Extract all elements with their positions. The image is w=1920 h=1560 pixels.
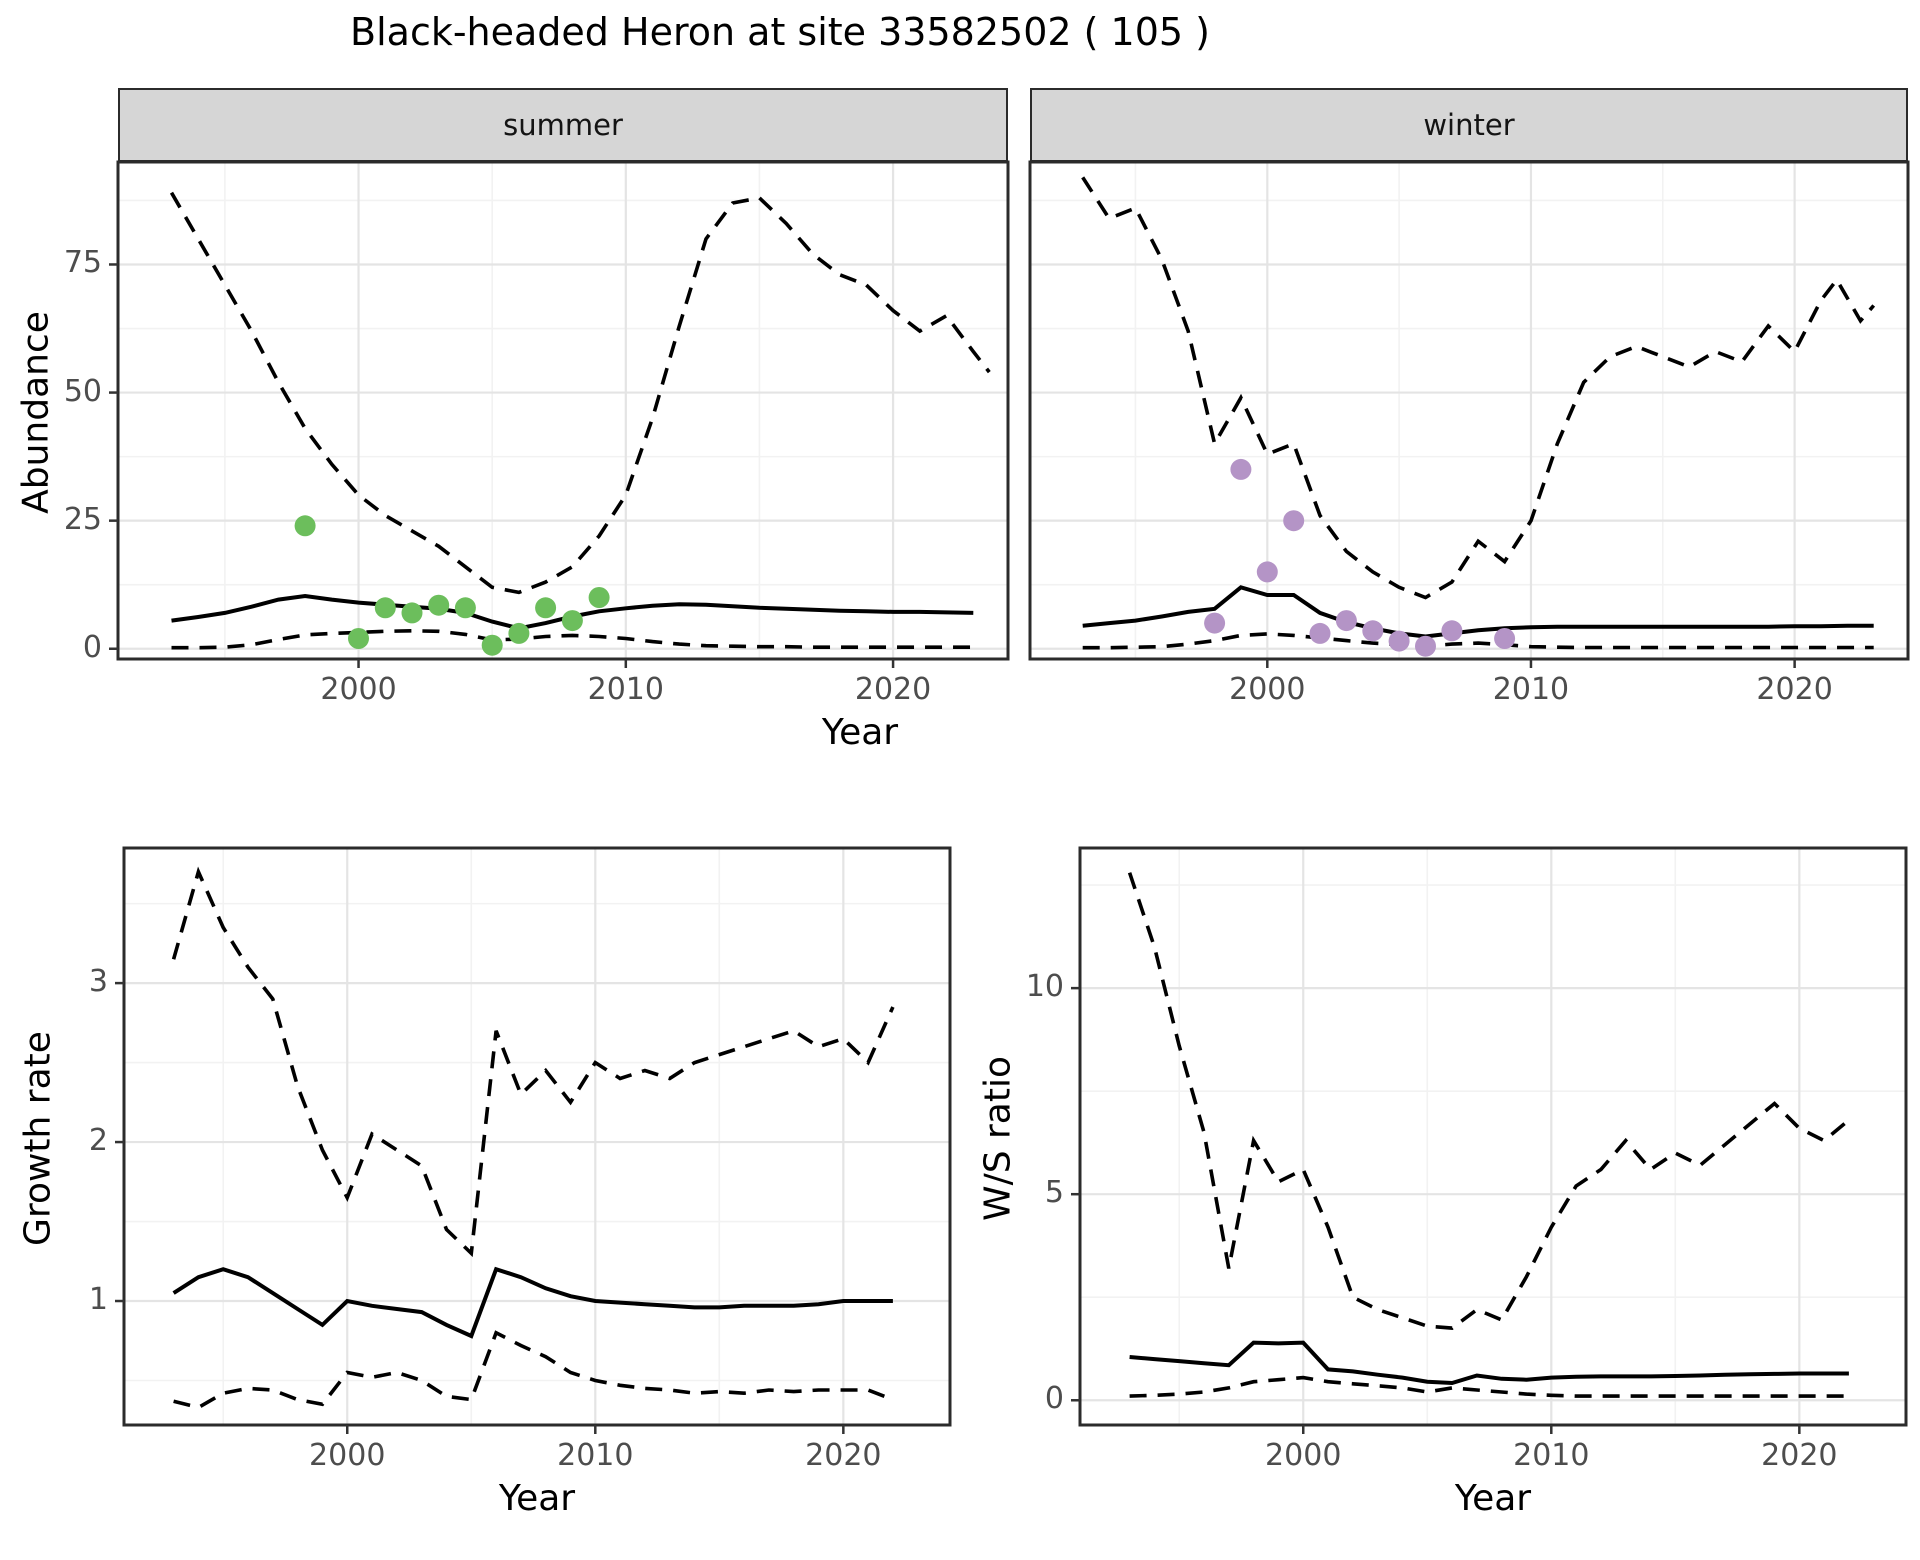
facet-strip-winter: winter (1030, 88, 1908, 162)
x-tick-label: 2000 (309, 1438, 386, 1473)
series-median (172, 1266, 893, 1339)
panel-abundance-winter (1028, 160, 1910, 668)
observation-point (588, 587, 610, 608)
observation-point (1494, 628, 1516, 649)
observation-point (481, 634, 503, 656)
y-tick-label: 50 (63, 373, 102, 409)
x-tick-label: 2020 (854, 672, 932, 707)
x-tick-label: 2010 (1513, 1438, 1590, 1473)
series-median (1129, 1340, 1849, 1386)
observation-point (348, 628, 369, 649)
series-upper_95ci (169, 191, 991, 595)
observation-point (1230, 458, 1252, 480)
panel-border (116, 160, 1010, 661)
series-lower_95ci (171, 628, 974, 650)
x-axis-title-top: Year (821, 712, 899, 753)
page-title: Black-headed Heron at site 33582502 ( 10… (350, 10, 1210, 54)
x-tick-label: 2010 (587, 672, 664, 707)
x-tick-label: 2000 (320, 672, 397, 707)
x-tick-label: 2000 (1229, 672, 1306, 707)
observation-point (428, 594, 450, 616)
facet-strip-summer: summer (118, 88, 1008, 162)
observation-point (1256, 561, 1278, 583)
panel-border (1078, 846, 1908, 1427)
panel-ws-ratio (1071, 846, 1908, 1434)
observation-point (374, 597, 396, 619)
series-lower_95ci (1129, 1375, 1849, 1398)
y-tick-label: 1 (88, 1282, 108, 1318)
y-tick-label: 5 (1044, 1175, 1064, 1211)
x-tick-label: 2020 (805, 1438, 882, 1473)
observation-point (1441, 620, 1463, 642)
series-upper_95ci (1081, 176, 1876, 600)
panel-abundance-summer (109, 160, 1010, 668)
x-tick-label: 2000 (1265, 1438, 1342, 1473)
series-lower_95ci (1082, 632, 1874, 650)
y-axis-title-ws-ratio: W/S ratio (977, 1055, 1019, 1222)
panel-border (1028, 160, 1910, 661)
observation-point (1283, 510, 1305, 532)
x-tick-label: 2010 (1492, 672, 1570, 707)
y-tick-label: 25 (63, 501, 102, 537)
observation-point (1335, 610, 1357, 632)
observation-point (1388, 630, 1410, 652)
x-axis-title-growth-rate: Year (498, 1478, 576, 1519)
y-tick-label: 0 (1044, 1381, 1064, 1417)
x-tick-label: 2020 (1756, 672, 1833, 707)
observation-point (1309, 622, 1331, 644)
series-upper_95ci (171, 866, 895, 1258)
observation-point (401, 602, 423, 624)
series-median (1082, 585, 1874, 639)
x-tick-label: 2020 (1761, 1438, 1838, 1473)
panel-border (122, 846, 952, 1427)
observation-point (508, 622, 530, 644)
x-tick-label: 2010 (557, 1438, 634, 1473)
series-upper_95ci (1127, 872, 1851, 1330)
observation-point (561, 610, 583, 632)
observation-point (1415, 635, 1436, 657)
observation-point (294, 515, 316, 537)
y-tick-label: 3 (88, 964, 108, 1000)
y-tick-label: 75 (63, 245, 102, 281)
y-tick-label: 0 (82, 629, 102, 665)
observation-point (1204, 612, 1226, 634)
x-axis-title-ws-ratio: Year (1454, 1478, 1532, 1519)
panel-growth-rate (115, 846, 952, 1434)
observation-point (454, 597, 476, 619)
y-tick-label: 2 (88, 1123, 108, 1159)
series-lower_95ci (173, 1330, 894, 1410)
observation-point (1362, 620, 1384, 642)
observation-point (535, 597, 557, 619)
y-tick-label: 10 (1025, 969, 1064, 1005)
